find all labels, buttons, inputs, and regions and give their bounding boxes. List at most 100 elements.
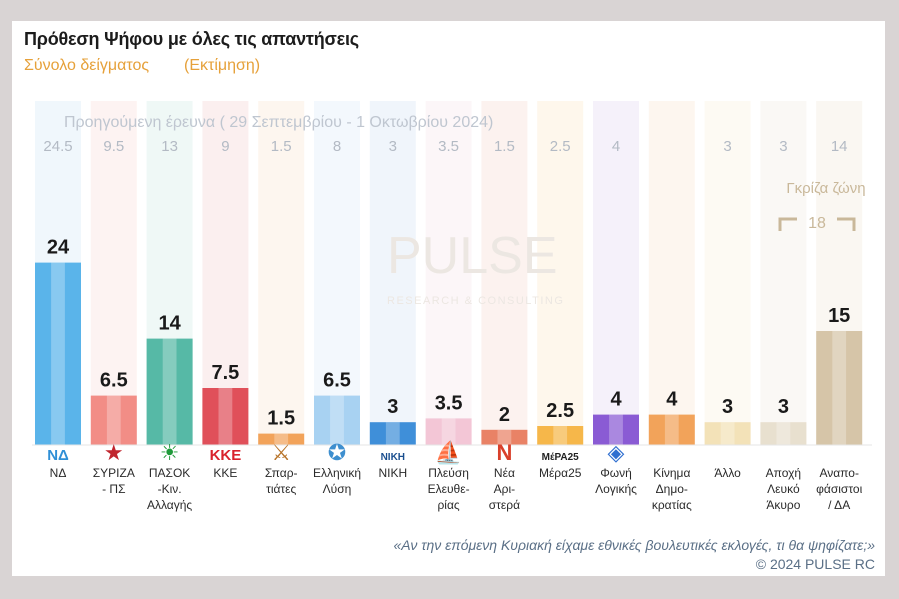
category-label: Αποχή	[766, 466, 801, 480]
bar	[258, 433, 305, 445]
bar	[369, 422, 416, 445]
bar-highlight	[441, 418, 456, 445]
category-label: Αναπο-	[819, 466, 859, 480]
bar	[648, 414, 695, 445]
column-bg	[369, 101, 416, 445]
bar	[35, 262, 81, 445]
category-label: κρατίας	[652, 498, 692, 512]
grey-zone-value: 18	[808, 215, 826, 232]
category-label: Πλεύση	[428, 466, 469, 480]
party-logo-icon: ⚔	[271, 440, 291, 465]
bar	[537, 426, 584, 445]
party-logo-icon: ΝΙΚΗ	[381, 452, 405, 463]
bar	[816, 331, 863, 445]
previous-value: 9	[221, 138, 229, 155]
value-label: 1.5	[267, 408, 295, 430]
category-label: φάσιστοι	[816, 482, 862, 496]
chart-card: Πρόθεση Ψήφου με όλες τις απαντήσεις Σύν…	[12, 21, 885, 576]
party-logo-icon: ◈	[608, 440, 625, 465]
chart-subtitle-estimate: (Εκτίμηση)	[184, 57, 261, 74]
party-logo-icon: ★	[104, 440, 124, 465]
category-label: ΣΥΡΙΖΑ	[93, 466, 135, 480]
previous-value: 13	[161, 138, 178, 155]
value-labels: 24 6.5 14 7.5 1.5 6.5 3 3.5 2 2.5 4 4 3 3 15	[47, 237, 850, 430]
bar-highlight	[385, 422, 400, 445]
column-bg	[537, 101, 584, 445]
previous-value: 8	[333, 138, 341, 155]
category-labels: ΝΔ ΣΥΡΙΖΑ - ΠΣ ΠΑΣΟΚ -Κιν. Αλλαγής ΚΚΕ Σπαρ-τιά…	[50, 466, 863, 512]
party-logo-icon: ☀	[160, 440, 180, 465]
category-label: Κίνημα	[653, 466, 690, 480]
party-logo-icon: ΚΚΕ	[210, 447, 242, 464]
bar-highlight	[776, 422, 791, 445]
watermark-title: PULSE	[387, 227, 558, 285]
category-label: -Κιν.	[158, 482, 182, 496]
party-logo-icon: ✪	[328, 440, 346, 465]
bar-highlight	[832, 331, 847, 445]
grey-zone: Γκρίζα ζώνη 18	[778, 180, 866, 232]
column-bg	[760, 101, 807, 445]
category-label: Αλλαγής	[147, 498, 192, 512]
value-label: 3	[778, 396, 789, 418]
column-bg	[648, 101, 695, 445]
party-logo-icon: ΜέΡΑ25	[542, 452, 580, 463]
category-label: Ελληνική	[313, 466, 361, 480]
previous-value: 2.5	[550, 138, 571, 155]
category-label: / ΔΑ	[828, 498, 850, 512]
bar	[202, 388, 249, 445]
chart-subtitle: Σύνολο δείγματος	[24, 57, 150, 74]
category-label: Λευκό	[767, 482, 800, 496]
previous-value: 1.5	[271, 138, 292, 155]
previous-value: 3	[723, 138, 731, 155]
value-label: 4	[610, 389, 622, 411]
bar-highlight	[497, 429, 512, 445]
previous-value: 14	[831, 138, 848, 155]
category-label: Δημο-	[656, 482, 688, 496]
previous-value: 9.5	[103, 138, 124, 155]
previous-value: 3	[389, 138, 397, 155]
category-label: Νέα	[494, 466, 515, 480]
previous-value: 24.5	[43, 138, 72, 155]
column-bg	[90, 101, 137, 445]
category-label: Σπαρ-	[265, 466, 298, 480]
value-label: 3	[387, 396, 398, 418]
survey-question: «Αν την επόμενη Κυριακή είχαμε εθνικές β…	[393, 537, 876, 553]
grey-zone-label: Γκρίζα ζώνη	[786, 180, 865, 197]
previous-values: 24.5 9.5 13 9 1.5 8 3 3.5 1.5 2.5 4 3 3 14	[43, 138, 847, 155]
bar-highlight	[664, 414, 679, 445]
bar-highlight	[609, 414, 623, 445]
bar	[314, 395, 360, 445]
category-label: στερά	[489, 498, 520, 512]
value-label: 24	[47, 237, 70, 259]
value-label: 6.5	[323, 370, 351, 392]
category-label: ΠΑΣΟΚ	[149, 466, 190, 480]
party-logo-icon: ΝΔ	[47, 447, 69, 464]
bar	[760, 422, 807, 445]
value-label: 3.5	[435, 392, 463, 414]
bar-highlight	[51, 262, 65, 445]
column-bg	[593, 101, 639, 445]
watermark-subtitle: RESEARCH & CONSULTING	[387, 295, 564, 307]
category-label: - ΠΣ	[102, 482, 125, 496]
category-label: Αρι-	[494, 482, 516, 496]
column-bg	[425, 101, 472, 445]
value-label: 6.5	[100, 370, 128, 392]
category-label: ρίας	[437, 498, 459, 512]
value-label: 4	[666, 389, 678, 411]
column-bg	[481, 101, 528, 445]
category-label: τιάτες	[266, 482, 296, 496]
category-label: ΚΚΕ	[213, 466, 237, 480]
category-label: Φωνή	[600, 466, 632, 480]
category-label: Άλλο	[714, 466, 741, 480]
column-bg	[202, 101, 249, 445]
category-label: Ελευθε-	[428, 482, 470, 496]
bar	[146, 338, 193, 445]
previous-value: 1.5	[494, 138, 515, 155]
bar	[90, 395, 137, 445]
previous-value: 3	[779, 138, 787, 155]
bar-chart: PULSE RESEARCH & CONSULTING Προηγούμενη …	[32, 101, 872, 512]
bar	[481, 429, 528, 445]
bars	[32, 262, 872, 446]
bar	[425, 418, 472, 445]
category-label: ΝΙΚΗ	[378, 466, 407, 480]
